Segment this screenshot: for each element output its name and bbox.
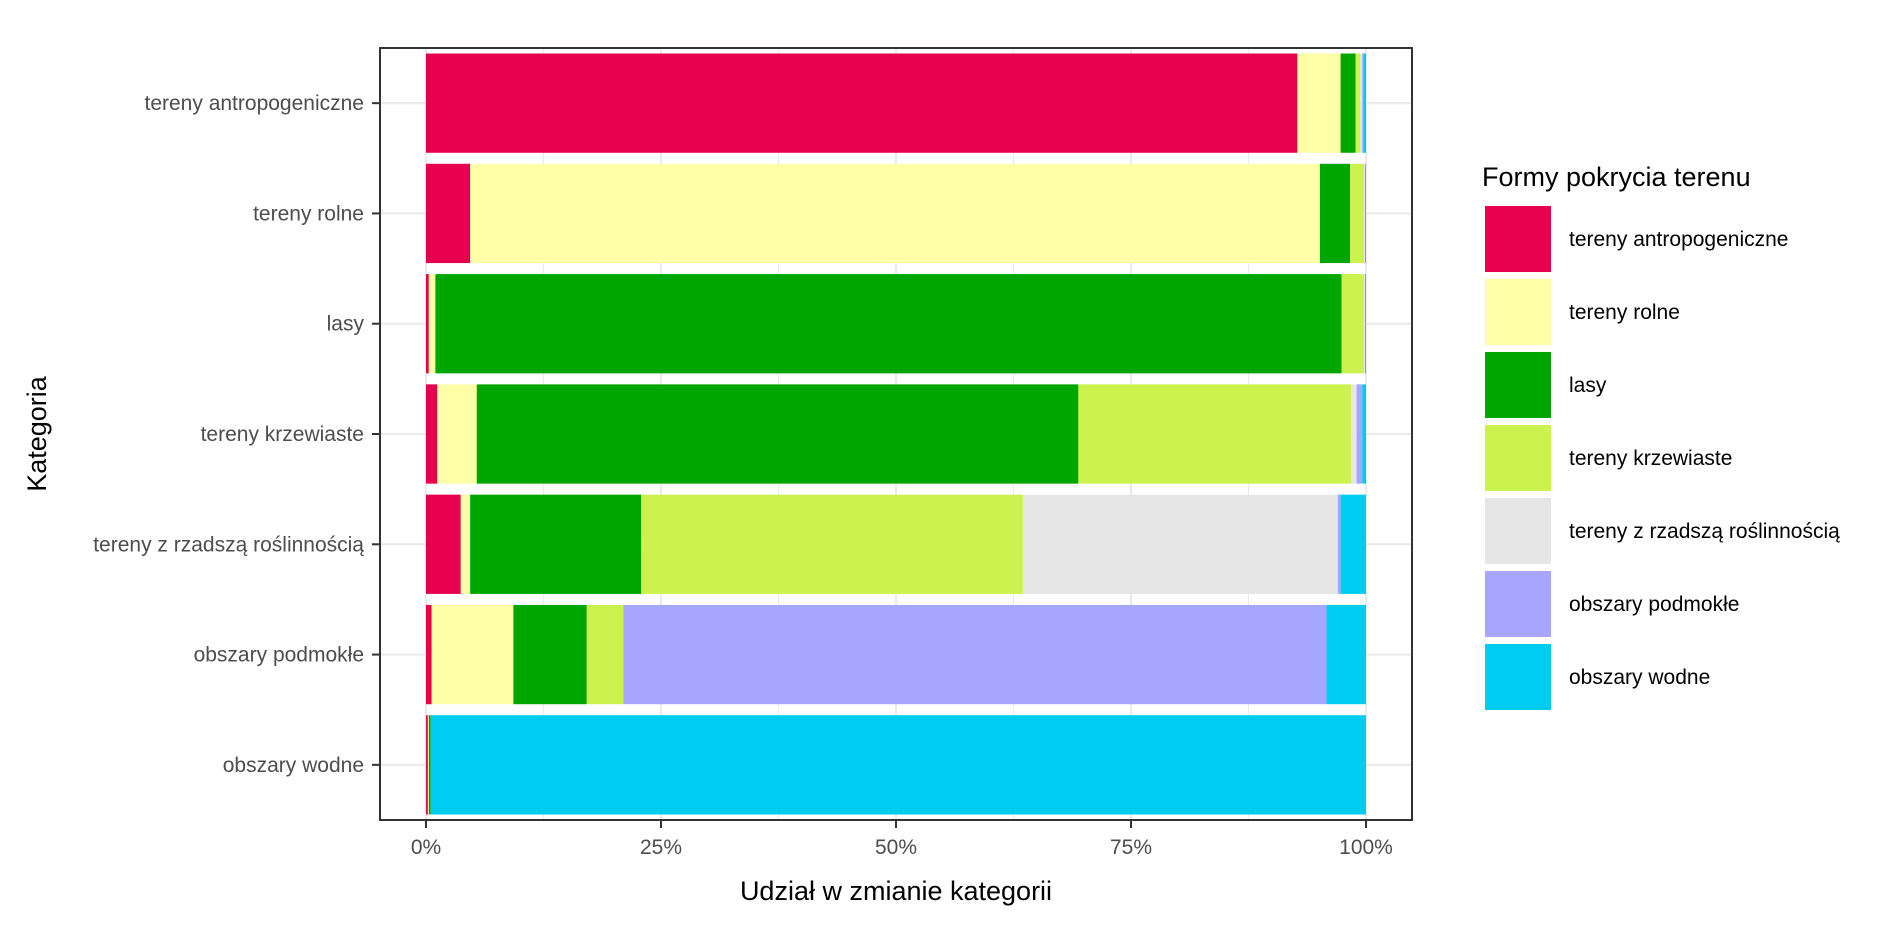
legend-label: tereny z rzadszą roślinnością [1569,520,1840,543]
legend-key [1485,571,1551,637]
legend: Formy pokrycia terenu tereny antropogeni… [1482,162,1840,710]
bar-segment [1350,384,1357,484]
bar-segment [426,274,429,374]
y-tick-label: obszary wodne [223,754,364,777]
bar-segment [428,274,436,374]
x-tick-label: 100% [1339,836,1393,859]
y-tick-label: tereny z rzadszą roślinnością [93,533,364,556]
y-tick-label: tereny antropogeniczne [145,92,365,115]
x-tick-label: 75% [1110,836,1152,859]
bar-segment [1340,53,1356,153]
legend-key [1485,498,1551,564]
bar-segment [586,604,624,705]
bar-segment [426,53,1298,153]
x-tick-label: 25% [640,836,682,859]
bar-segment [1362,384,1366,484]
legend-label: obszary podmokłe [1569,593,1739,616]
bars [426,53,1366,815]
bar-segment [426,494,461,594]
bar-segment [428,715,431,815]
bar-segment [1362,53,1364,153]
legend-items: tereny antropogeniczne tereny rolne lasy te… [1485,206,1840,710]
bar-segment [1326,604,1366,705]
bar-segment [1365,163,1366,264]
bar-segment [476,384,1079,484]
y-tick-label: tereny krzewiaste [201,423,364,446]
bar-segment [1319,163,1351,264]
bar-segment [1350,163,1365,264]
bar-segment [1360,53,1363,153]
x-axis-title: Udział w zmianie kategorii [740,876,1052,906]
bar-segment [437,384,477,484]
y-axis-title: Kategoria [22,375,52,492]
bar-segment [1022,494,1338,594]
bar-segment [430,715,1366,815]
bar-segment [1356,384,1363,484]
bar-segment [1078,384,1351,484]
bar-segment [1364,274,1366,374]
legend-key [1485,425,1551,491]
bar-segment [641,494,1023,594]
legend-label: lasy [1569,374,1607,397]
bar-segment [470,494,642,594]
bar-segment [431,604,514,705]
legend-label: tereny antropogeniczne [1569,228,1789,251]
bar-segment [435,274,1342,374]
y-tick-label: obszary podmokłe [194,644,364,667]
bar-segment [1355,53,1361,153]
legend-label: tereny krzewiaste [1569,447,1732,470]
axes: 0% 25% 50% 75% 100% tereny antropogeniczne ter… [93,92,1393,859]
bar-segment [1340,494,1366,594]
bar-segment [426,604,432,705]
bar-segment [426,163,471,264]
y-tick-label: tereny rolne [253,202,364,225]
legend-key [1485,644,1551,710]
y-tick-label: lasy [327,313,365,336]
bar-segment [426,384,438,484]
bar-segment [623,604,1327,705]
bar-segment [426,715,428,815]
legend-label: tereny rolne [1569,301,1680,324]
bar-segment [513,604,587,705]
x-tick-label: 0% [411,836,441,859]
bar-segment [470,163,1320,264]
bar-segment [1341,274,1365,374]
bar-segment [1365,274,1366,374]
bar-segment [427,715,429,815]
legend-title: Formy pokrycia terenu [1482,162,1751,192]
bar-segment [460,494,471,594]
x-tick-label: 50% [875,836,917,859]
bar-segment [1364,163,1366,264]
bar-segment [1337,494,1341,594]
legend-key [1485,279,1551,345]
bar-segment [1297,53,1341,153]
legend-key [1485,352,1551,418]
legend-key [1485,206,1551,272]
bar-segment [1363,53,1366,153]
legend-label: obszary wodne [1569,666,1710,689]
